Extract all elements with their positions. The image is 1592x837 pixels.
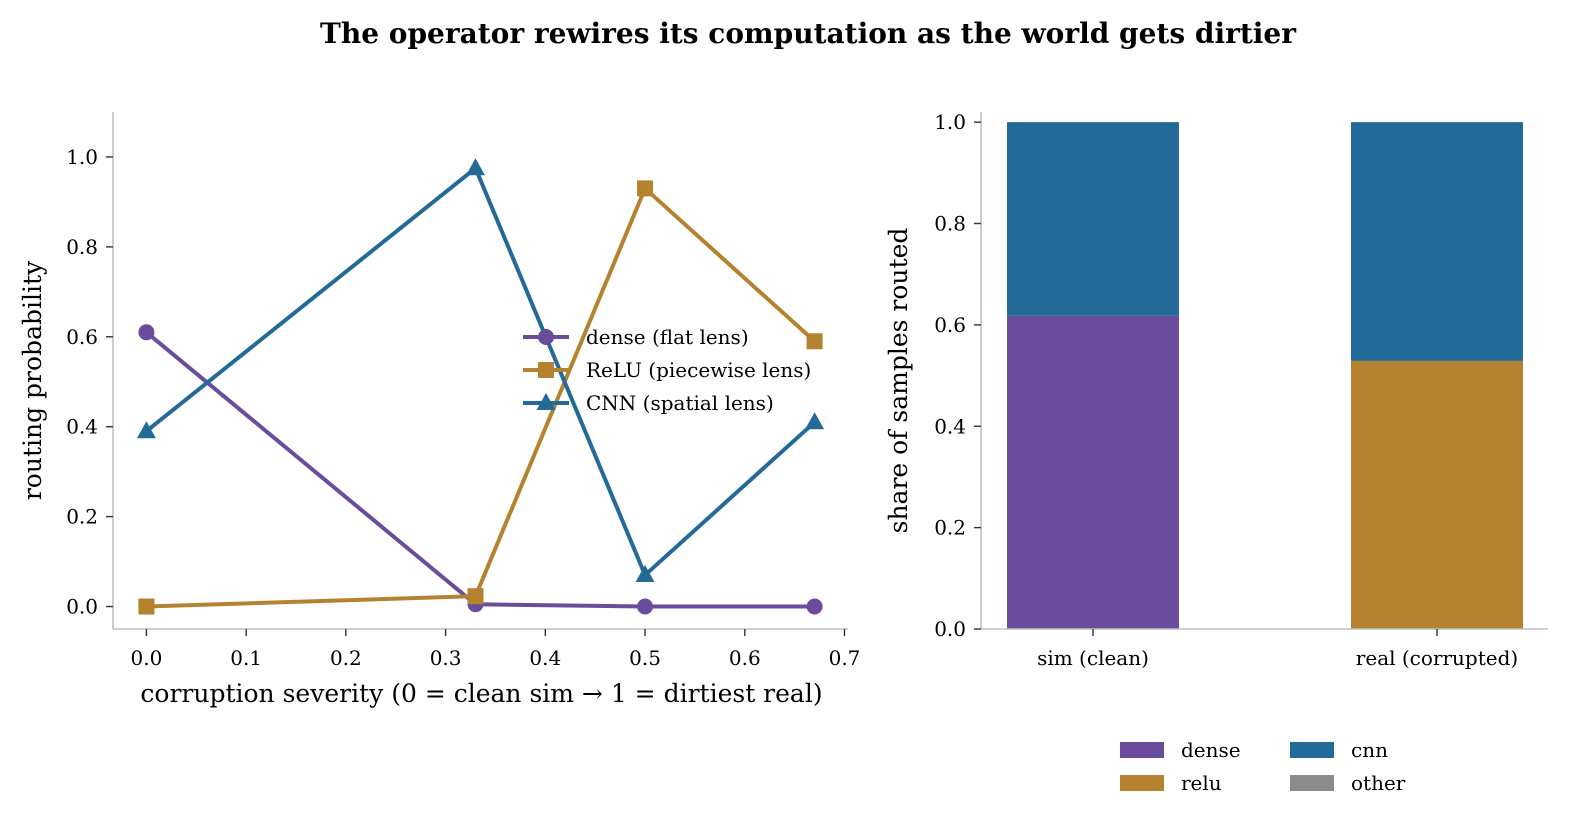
legend-label-3: other bbox=[1351, 771, 1406, 795]
legend-label-0: dense bbox=[1181, 738, 1241, 762]
data-point-0-0 bbox=[138, 324, 155, 341]
data-point-2-1 bbox=[466, 158, 486, 176]
data-point-1-3 bbox=[806, 333, 823, 350]
data-point-2-3 bbox=[805, 412, 825, 430]
x-tick-label: sim (clean) bbox=[1037, 646, 1149, 670]
data-point-2-0 bbox=[136, 421, 156, 439]
line-chart-panel: 0.0 0.1 0.2 0.3 0.4 0.5 0.6 0.7 0.0 0.2 0.4 0.6 0.8 1… bbox=[18, 112, 860, 708]
y-tick-label: 0.8 bbox=[934, 212, 966, 236]
x-tick-label: real (corrupted) bbox=[1356, 646, 1518, 670]
bar-segment-0-cnn bbox=[1007, 122, 1179, 316]
x-tick-label: 0.0 bbox=[131, 646, 163, 670]
bar-segment-0-dense bbox=[1007, 315, 1179, 629]
y-tick-label: 1.0 bbox=[934, 110, 966, 134]
legend-label-0: dense (flat lens) bbox=[586, 325, 749, 349]
legend-swatch-2 bbox=[1290, 742, 1334, 758]
data-point-1-1 bbox=[467, 588, 484, 605]
x-tick-label: 0.6 bbox=[729, 646, 761, 670]
legend-label-2: cnn bbox=[1351, 738, 1388, 762]
legend-swatch-1 bbox=[1120, 775, 1164, 791]
legend-marker-1 bbox=[538, 362, 554, 378]
y-tick-label: 0.0 bbox=[934, 617, 966, 641]
legend-swatch-3 bbox=[1290, 775, 1334, 791]
bar-segment-1-relu bbox=[1351, 360, 1523, 629]
legend-swatch-0 bbox=[1120, 742, 1164, 758]
x-tick-label: 0.1 bbox=[230, 646, 262, 670]
y-tick-label: 0.6 bbox=[66, 325, 98, 349]
legend-marker-2 bbox=[536, 393, 556, 410]
data-point-1-2 bbox=[637, 180, 654, 197]
legend-label-1: ReLU (piecewise lens) bbox=[586, 358, 811, 382]
data-point-2-2 bbox=[635, 565, 655, 583]
y-tick-label: 0.4 bbox=[66, 415, 98, 439]
data-point-0-2 bbox=[637, 598, 654, 615]
y-axis-label: routing probability bbox=[18, 260, 47, 500]
y-tick-label: 0.8 bbox=[66, 235, 98, 259]
legend-label-1: relu bbox=[1181, 771, 1222, 795]
series-line-0 bbox=[145, 330, 815, 609]
y-tick-label: 0.4 bbox=[934, 414, 966, 438]
x-axis-label: corruption severity (0 = clean sim → 1 =… bbox=[140, 679, 822, 708]
x-tick-label: 0.2 bbox=[330, 646, 362, 670]
data-point-1-0 bbox=[138, 598, 155, 615]
y-tick-label: 0.0 bbox=[66, 595, 98, 619]
legend-label-2: CNN (spatial lens) bbox=[586, 391, 774, 415]
y-tick-label: 0.2 bbox=[934, 516, 966, 540]
data-point-0-3 bbox=[806, 598, 823, 615]
y-tick-label: 0.6 bbox=[934, 313, 966, 337]
x-tick-label: 0.4 bbox=[529, 646, 561, 670]
x-tick-label: 0.5 bbox=[629, 646, 661, 670]
y-axis-label: share of samples routed bbox=[884, 228, 913, 534]
y-tick-label: 0.2 bbox=[66, 505, 98, 529]
legend-marker-0 bbox=[538, 329, 554, 345]
series-line-1 bbox=[146, 186, 816, 609]
stacked-bar-chart-panel: 0.0 0.2 0.4 0.6 0.8 1.0 sim (clean) real (corru… bbox=[884, 110, 1548, 795]
chart-title: The operator rewires its computation as … bbox=[320, 17, 1297, 50]
x-tick-label: 0.7 bbox=[829, 646, 861, 670]
x-tick-label: 0.3 bbox=[430, 646, 462, 670]
bar-segment-1-cnn bbox=[1351, 122, 1523, 361]
y-tick-label: 1.0 bbox=[66, 145, 98, 169]
